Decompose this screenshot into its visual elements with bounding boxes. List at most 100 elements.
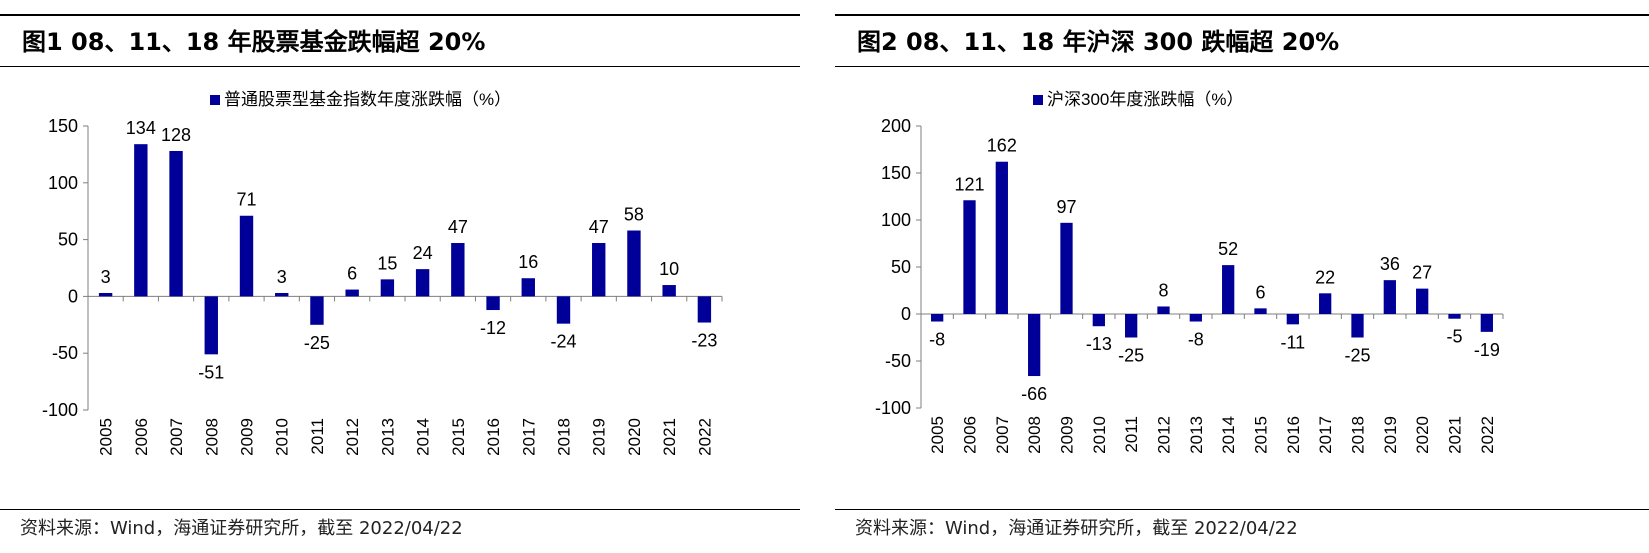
bar-2014 — [1222, 265, 1235, 314]
x-tick-label-2019: 2019 — [590, 418, 609, 456]
y-tick-label: -100 — [875, 398, 911, 418]
x-tick-label-2005: 2005 — [97, 418, 116, 456]
bar-2005 — [98, 292, 113, 297]
bar-2006 — [134, 144, 148, 297]
bar-2012 — [1157, 306, 1170, 314]
data-label-2012: 6 — [347, 264, 357, 284]
data-label-2009: 97 — [1056, 197, 1076, 217]
figure-title: 图1 08、11、18 年股票基金跌幅超 20% — [22, 28, 486, 56]
y-tick-label: 100 — [881, 210, 911, 230]
data-label-2009: 71 — [236, 190, 256, 210]
bar-2016 — [1286, 314, 1299, 325]
bar-2007 — [995, 161, 1008, 314]
x-tick-label-2021: 2021 — [1446, 416, 1465, 454]
bar-2011 — [1125, 314, 1138, 338]
bar-2011 — [310, 296, 324, 325]
x-tick-label-2015: 2015 — [449, 418, 468, 456]
bar-2022 — [697, 296, 712, 323]
bottom-rule — [0, 509, 800, 510]
bar-2012 — [345, 289, 359, 297]
x-tick-label-2013: 2013 — [378, 418, 397, 456]
bar-2019 — [592, 243, 606, 297]
x-tick-label-2008: 2008 — [202, 418, 221, 456]
x-tick-label-2012: 2012 — [1155, 416, 1174, 454]
bar-2008 — [1028, 314, 1041, 377]
y-tick-label: -50 — [52, 343, 78, 363]
bar-2015 — [451, 243, 465, 297]
bar-2009 — [239, 215, 254, 297]
bar-2022 — [1480, 314, 1493, 332]
data-label-2015: 6 — [1255, 282, 1265, 302]
x-tick-label-2015: 2015 — [1252, 416, 1271, 454]
x-tick-label-2020: 2020 — [625, 418, 644, 456]
bar-2016 — [486, 296, 500, 311]
figure-panel-2: 图2 08、11、18 年沪深 300 跌幅超 20% 沪深300年度涨跌幅（%… — [835, 0, 1649, 553]
x-tick-label-2022: 2022 — [695, 418, 714, 456]
data-label-2015: 47 — [448, 217, 468, 237]
x-tick-label-2019: 2019 — [1381, 416, 1400, 454]
data-label-2016: -11 — [1280, 332, 1305, 352]
bar-2007 — [169, 150, 183, 297]
x-tick-label-2017: 2017 — [519, 418, 538, 456]
top-rule — [0, 14, 800, 16]
x-tick-label-2022: 2022 — [1478, 416, 1497, 454]
bar-2020 — [627, 230, 641, 297]
source-note: 资料来源：Wind，海通证券研究所，截至 2022/04/22 — [855, 518, 1298, 539]
data-label-2021: -5 — [1446, 327, 1462, 347]
data-label-2018: -25 — [1344, 346, 1370, 366]
x-tick-label-2006: 2006 — [132, 418, 151, 456]
legend-swatch — [1033, 95, 1043, 105]
data-label-2005: -8 — [929, 330, 945, 350]
data-label-2011: -25 — [304, 333, 330, 353]
x-tick-label-2016: 2016 — [484, 418, 503, 456]
x-tick-label-2021: 2021 — [660, 418, 679, 456]
y-tick-label: 200 — [881, 116, 911, 136]
legend-label: 普通股票型基金指数年度涨跌幅（%） — [224, 90, 511, 109]
x-tick-label-2014: 2014 — [414, 418, 433, 456]
data-label-2022: -23 — [691, 331, 717, 351]
data-label-2022: -19 — [1474, 340, 1500, 360]
bar-2014 — [415, 269, 430, 297]
data-label-2008: -51 — [198, 362, 224, 382]
bar-2020 — [1416, 288, 1429, 314]
data-label-2017: 22 — [1315, 267, 1335, 287]
data-label-2012: 8 — [1158, 280, 1168, 300]
bar-2013 — [1189, 314, 1202, 322]
csi300-bar-chart: 沪深300年度涨跌幅（%） -100 -50 0 50 100 150 200 -8 2005 12… — [875, 90, 1504, 454]
bar-2013 — [380, 279, 395, 297]
x-tick-label-2016: 2016 — [1284, 416, 1303, 454]
x-tick-label-2009: 2009 — [238, 418, 257, 456]
x-tick-label-2011: 2011 — [308, 418, 327, 455]
x-tick-label-2006: 2006 — [961, 416, 980, 454]
y-tick-label: 0 — [68, 286, 78, 306]
data-label-2019: 47 — [589, 217, 609, 237]
bar-2019 — [1383, 280, 1396, 314]
y-tick-label: 150 — [881, 163, 911, 183]
data-label-2020: 27 — [1412, 263, 1432, 283]
x-tick-label-2007: 2007 — [993, 416, 1012, 454]
bar-2009 — [1060, 222, 1073, 314]
title-rule — [835, 66, 1649, 67]
x-tick-label-2013: 2013 — [1187, 416, 1206, 454]
fund-index-bar-chart: 普通股票型基金指数年度涨跌幅（%） -100 -50 0 50 100 150 3 2005 13… — [42, 90, 723, 456]
x-tick-label-2008: 2008 — [1025, 416, 1044, 454]
y-tick-label: 50 — [58, 230, 78, 250]
bar-2021 — [662, 285, 676, 297]
figure-panel-1: 图1 08、11、18 年股票基金跌幅超 20% 普通股票型基金指数年度涨跌幅（… — [0, 0, 800, 553]
data-label-2011: -25 — [1118, 346, 1144, 366]
x-tick-label-2005: 2005 — [928, 416, 947, 454]
x-tick-label-2010: 2010 — [1090, 416, 1109, 454]
legend-swatch — [210, 95, 220, 105]
bar-2017 — [521, 278, 535, 297]
data-label-2007: 128 — [161, 125, 191, 145]
y-tick-label: -100 — [42, 400, 78, 420]
x-tick-label-2017: 2017 — [1316, 416, 1335, 454]
data-label-2005: 3 — [101, 267, 111, 287]
bar-2018 — [556, 296, 571, 324]
bar-2005 — [931, 314, 944, 322]
bar-2010 — [1092, 314, 1105, 327]
y-tick-label: -50 — [885, 351, 911, 371]
bar-2015 — [1254, 308, 1267, 314]
source-note: 资料来源：Wind，海通证券研究所，截至 2022/04/22 — [20, 518, 463, 539]
data-label-2014: 52 — [1218, 239, 1238, 259]
